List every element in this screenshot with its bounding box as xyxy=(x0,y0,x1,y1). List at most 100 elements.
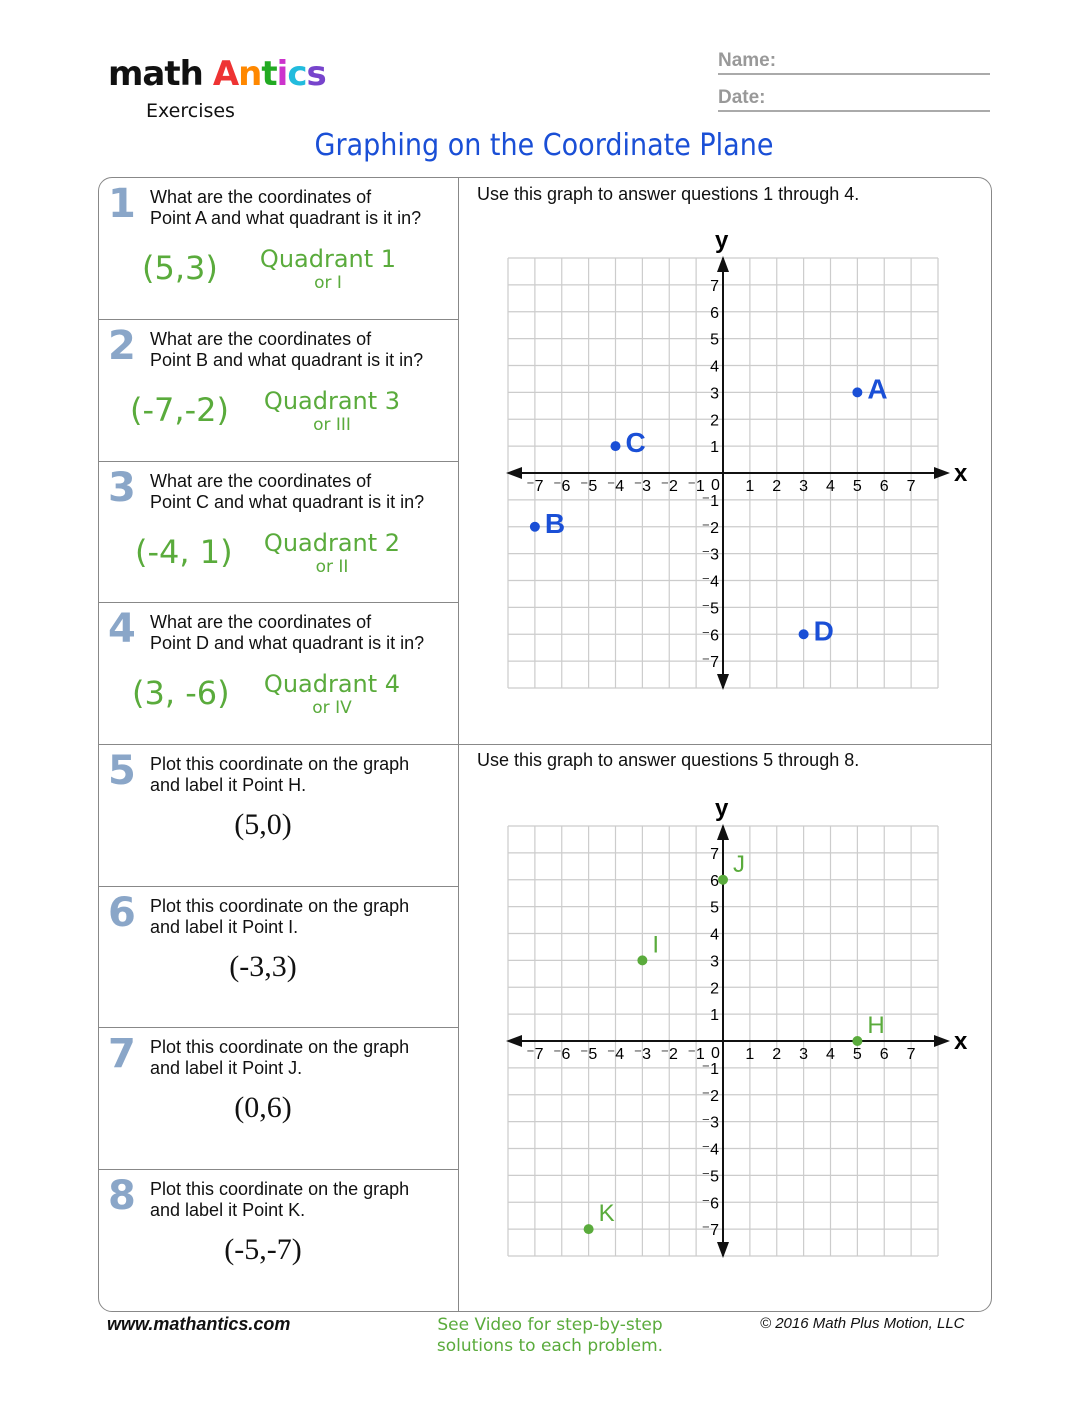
y-tick-label: ⁻4 xyxy=(702,574,719,591)
quadrant-label: Quadrant 2 xyxy=(263,529,401,557)
y-tick-label: ⁻6 xyxy=(702,627,719,644)
question-line: and label it Point I. xyxy=(150,917,299,937)
question-number: 6 xyxy=(108,890,136,936)
x-axis-arrow-left xyxy=(506,467,522,479)
x-tick-label: ⁻3 xyxy=(634,1046,651,1063)
question-text: Plot this coordinate on the graph and la… xyxy=(150,1179,409,1221)
x-tick-label: 2 xyxy=(772,1046,781,1063)
x-tick-label: ⁻3 xyxy=(634,478,651,495)
y-axis-arrow-down xyxy=(717,674,729,690)
point-label: J xyxy=(733,851,745,878)
point-a xyxy=(852,387,863,398)
video-note-line: solutions to each problem. xyxy=(436,1336,664,1356)
x-axis-label: x xyxy=(954,460,968,487)
x-tick-label: ⁻2 xyxy=(661,1046,678,1063)
x-tick-label: 5 xyxy=(853,1046,862,1063)
y-tick-label: ⁻2 xyxy=(702,1088,719,1105)
question-number: 8 xyxy=(108,1173,136,1219)
y-tick-label: 2 xyxy=(710,980,719,997)
quadrant-roman: or IV xyxy=(312,698,352,718)
quadrant-label: Quadrant 3 xyxy=(263,387,401,415)
question-number: 7 xyxy=(108,1031,136,1077)
divider xyxy=(98,744,992,745)
point-label: I xyxy=(652,931,659,958)
y-tick-label: ⁻5 xyxy=(702,600,719,617)
page-title: Graphing on the Coordinate Plane xyxy=(314,128,774,163)
divider xyxy=(98,886,458,887)
y-axis-arrow-down xyxy=(717,1242,729,1258)
coordinate-graph-2[interactable]: xy⁻7⁻7⁻6⁻6⁻5⁻5⁻4⁻4⁻3⁻3⁻2⁻2⁻1⁻10 112233445… xyxy=(490,788,970,1278)
y-tick-label: 6 xyxy=(710,305,719,322)
answer-coordinates: (3, -6) xyxy=(132,674,230,712)
question-line: and label it Point K. xyxy=(150,1200,306,1220)
copyright: © 2016 Math Plus Motion, LLC xyxy=(760,1315,965,1332)
website-link[interactable]: www.mathantics.com xyxy=(107,1314,291,1334)
answer-coordinates: (-7,-2) xyxy=(130,391,229,429)
question-line: Point C and what quadrant is it in? xyxy=(150,492,425,512)
y-tick-label: 7 xyxy=(710,846,719,863)
y-axis-arrow-up xyxy=(717,256,729,272)
y-tick-label: 4 xyxy=(710,359,719,376)
divider xyxy=(98,461,458,462)
point-k xyxy=(583,1224,594,1235)
x-tick-label: 2 xyxy=(772,478,781,495)
question-line: Plot this coordinate on the graph xyxy=(150,1037,410,1057)
logo-exercises: Exercises xyxy=(146,100,235,122)
point-label: D xyxy=(814,615,834,646)
y-tick-label: ⁻3 xyxy=(702,1115,719,1132)
question-number: 1 xyxy=(108,181,136,227)
y-tick-label: 4 xyxy=(710,927,719,944)
point-j xyxy=(718,874,728,885)
x-tick-label: ⁻4 xyxy=(607,1046,624,1063)
x-tick-label: 1 xyxy=(745,478,754,495)
point-label: B xyxy=(545,508,565,539)
x-tick-label: 3 xyxy=(799,1046,808,1063)
answer-quadrant: Quadrant 4 or IV xyxy=(247,670,417,718)
question-line: What are the coordinates of xyxy=(150,612,372,632)
origin-label: 0 xyxy=(711,477,720,494)
question-line: What are the coordinates of xyxy=(150,187,372,207)
logo-math: math xyxy=(108,54,204,94)
y-tick-label: ⁻6 xyxy=(702,1195,719,1212)
x-tick-label: ⁻7 xyxy=(526,478,543,495)
coordinate-graph-1[interactable]: xy⁻7⁻7⁻6⁻6⁻5⁻5⁻4⁻4⁻3⁻3⁻2⁻2⁻1⁻10 112233445… xyxy=(490,220,970,710)
y-axis-label: y xyxy=(715,227,729,254)
y-tick-label: ⁻5 xyxy=(702,1168,719,1185)
video-note-line: See Video for step-by-step xyxy=(437,1315,663,1335)
x-tick-label: ⁻2 xyxy=(661,478,678,495)
quadrant-roman: or III xyxy=(313,415,351,435)
question-text: What are the coordinates of Point B and … xyxy=(150,329,423,371)
divider xyxy=(98,602,458,603)
origin-label: 0 xyxy=(711,1045,720,1062)
x-tick-label: 3 xyxy=(799,478,808,495)
logo-antics: Antics xyxy=(212,54,327,94)
x-tick-label: 7 xyxy=(907,1046,916,1063)
logo: math Antics xyxy=(108,54,327,94)
quadrant-label: Quadrant 1 xyxy=(259,245,397,273)
point-h xyxy=(852,1036,863,1046)
y-tick-label: 3 xyxy=(710,953,719,970)
answer-quadrant: Quadrant 1 or I xyxy=(243,245,413,293)
y-tick-label: 1 xyxy=(710,1007,719,1024)
name-field[interactable]: Name: xyxy=(718,50,990,75)
x-tick-label: 7 xyxy=(907,478,916,495)
y-tick-label: ⁻1 xyxy=(702,1061,719,1078)
question-line: Plot this coordinate on the graph xyxy=(150,896,410,916)
graph-caption: Use this graph to answer questions 5 thr… xyxy=(477,750,860,770)
x-axis-arrow-left xyxy=(506,1035,522,1047)
answer-coordinates: (5,3) xyxy=(142,249,218,287)
question-text: What are the coordinates of Point A and … xyxy=(150,187,421,229)
x-tick-label: ⁻1 xyxy=(687,1046,704,1063)
question-line: Point B and what quadrant is it in? xyxy=(150,350,424,370)
given-coordinate: (0,6) xyxy=(234,1091,292,1124)
question-line: Plot this coordinate on the graph xyxy=(150,754,410,774)
question-text: Plot this coordinate on the graph and la… xyxy=(150,1037,409,1079)
y-tick-label: ⁻2 xyxy=(702,520,719,537)
point-b xyxy=(529,521,540,532)
question-text: What are the coordinates of Point C and … xyxy=(150,471,424,513)
x-tick-label: ⁻5 xyxy=(580,1046,597,1063)
x-tick-label: 6 xyxy=(880,1046,889,1063)
date-field[interactable]: Date: xyxy=(718,87,990,112)
question-text: Plot this coordinate on the graph and la… xyxy=(150,896,409,938)
